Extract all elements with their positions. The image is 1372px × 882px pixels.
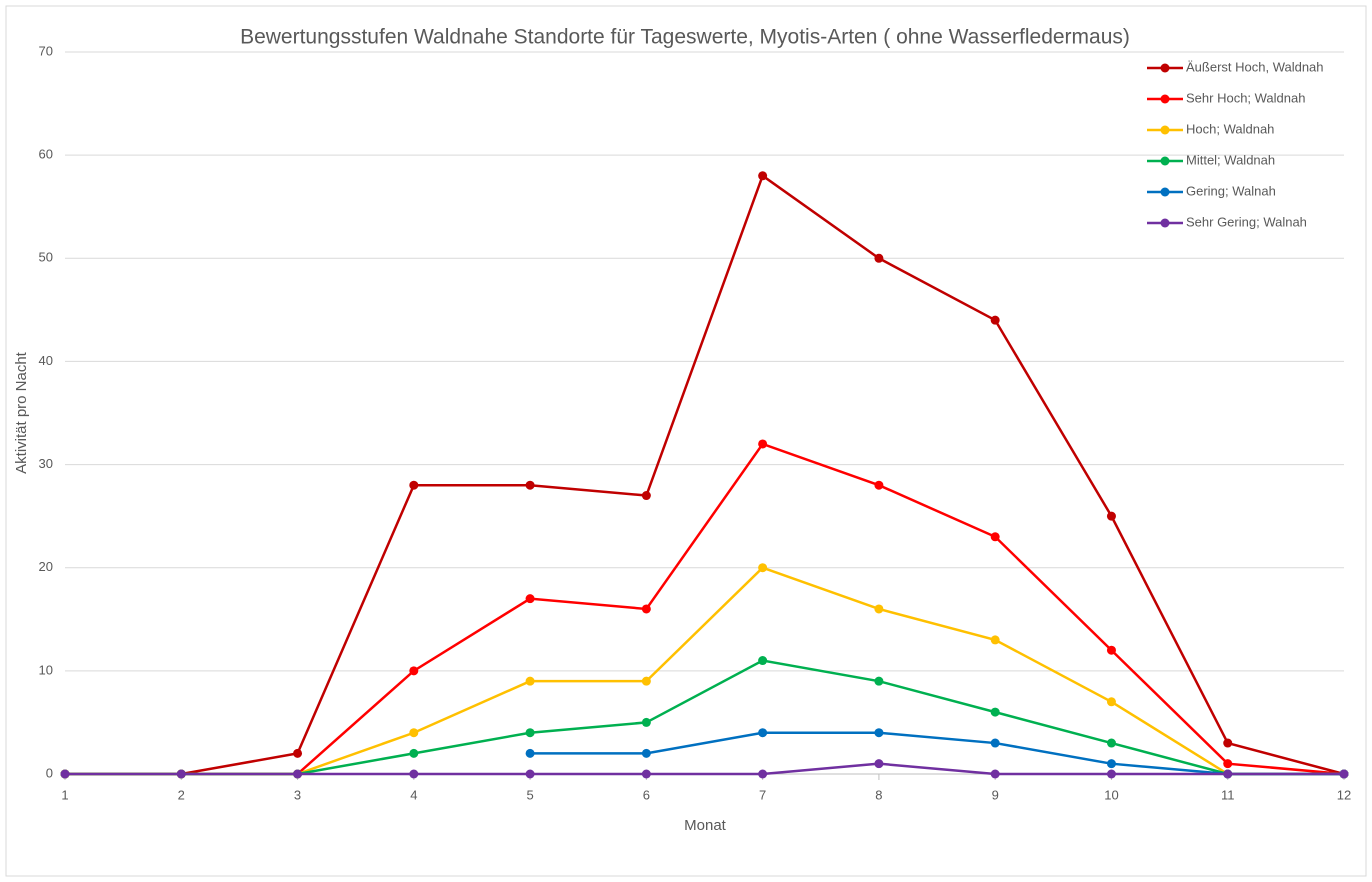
y-tick-label: 60 (39, 147, 53, 162)
data-point (641, 769, 651, 779)
legend-marker (1160, 125, 1170, 135)
x-tick-label: 1 (61, 787, 68, 802)
y-tick-label: 40 (39, 353, 53, 368)
data-point (293, 769, 303, 779)
series-line (530, 731, 1344, 776)
data-point (758, 439, 768, 449)
legend-marker (1160, 63, 1170, 73)
data-point (874, 728, 884, 738)
data-point (874, 253, 884, 263)
data-point (1106, 511, 1116, 521)
data-point (1106, 645, 1116, 655)
data-point (641, 748, 651, 758)
x-tick-label: 4 (410, 787, 417, 802)
data-point (1106, 759, 1116, 769)
legend-label: Sehr Hoch; Waldnah (1186, 90, 1305, 105)
data-point (758, 769, 768, 779)
data-point (990, 769, 1000, 779)
x-tick-label: 11 (1221, 787, 1235, 802)
data-point (990, 532, 1000, 542)
x-tick-label: 7 (759, 787, 766, 802)
data-point (409, 748, 419, 758)
data-point (990, 707, 1000, 717)
x-axis-label: Monat (684, 817, 727, 834)
data-point (758, 728, 768, 738)
legend-label: Hoch; Waldnah (1186, 121, 1274, 136)
data-point (641, 604, 651, 614)
data-point (525, 480, 535, 490)
y-tick-label: 70 (39, 43, 53, 58)
series-line (65, 762, 1344, 776)
data-point (641, 717, 651, 727)
data-point (990, 315, 1000, 325)
data-point (990, 738, 1000, 748)
data-point (1223, 769, 1233, 779)
x-tick-label: 5 (526, 787, 533, 802)
data-point (1223, 759, 1233, 769)
data-point (1223, 738, 1233, 748)
legend-label: Sehr Gering; Walnah (1186, 214, 1307, 229)
y-tick-label: 0 (46, 765, 53, 780)
data-point (409, 728, 419, 738)
legend-label: Gering; Walnah (1186, 183, 1276, 198)
x-tick-label: 12 (1337, 787, 1351, 802)
data-point (1106, 697, 1116, 707)
data-point (874, 759, 884, 769)
data-point (874, 604, 884, 614)
data-point (641, 676, 651, 686)
legend-marker (1160, 156, 1170, 166)
data-point (874, 676, 884, 686)
x-tick-label: 10 (1104, 787, 1118, 802)
x-tick-label: 3 (294, 787, 301, 802)
data-point (758, 563, 768, 573)
data-point (176, 769, 186, 779)
data-point (525, 676, 535, 686)
legend-label: Mittel; Waldnah (1186, 152, 1275, 167)
x-tick-label: 9 (992, 787, 999, 802)
data-point (525, 769, 535, 779)
data-point (874, 480, 884, 490)
data-point (525, 728, 535, 738)
data-point (1106, 738, 1116, 748)
data-point (525, 594, 535, 604)
data-point (409, 769, 419, 779)
x-tick-label: 2 (178, 787, 185, 802)
chart-border (5, 5, 1367, 877)
chart-title: Bewertungsstufen Waldnahe Standorte für … (240, 26, 1130, 49)
series-line (65, 173, 1345, 776)
data-point (293, 748, 303, 758)
data-point (758, 171, 768, 181)
legend-marker (1160, 187, 1170, 197)
y-tick-label: 50 (39, 250, 53, 265)
data-point (1106, 769, 1116, 779)
y-axis-label: Aktivität pro Nacht (13, 351, 30, 474)
data-point (525, 748, 535, 758)
data-point (409, 666, 419, 676)
legend-label: Äußerst Hoch, Waldnah (1186, 59, 1324, 74)
data-point (1339, 769, 1349, 779)
y-tick-label: 10 (39, 662, 53, 677)
y-tick-label: 30 (39, 456, 53, 471)
data-point (641, 491, 651, 501)
data-point (60, 769, 70, 779)
legend-marker (1160, 218, 1170, 228)
x-tick-label: 6 (643, 787, 650, 802)
legend-marker (1160, 94, 1170, 104)
y-tick-label: 20 (39, 559, 53, 574)
x-tick-label: 8 (875, 787, 882, 802)
data-point (409, 480, 419, 490)
data-point (990, 635, 1000, 645)
data-point (758, 656, 768, 666)
